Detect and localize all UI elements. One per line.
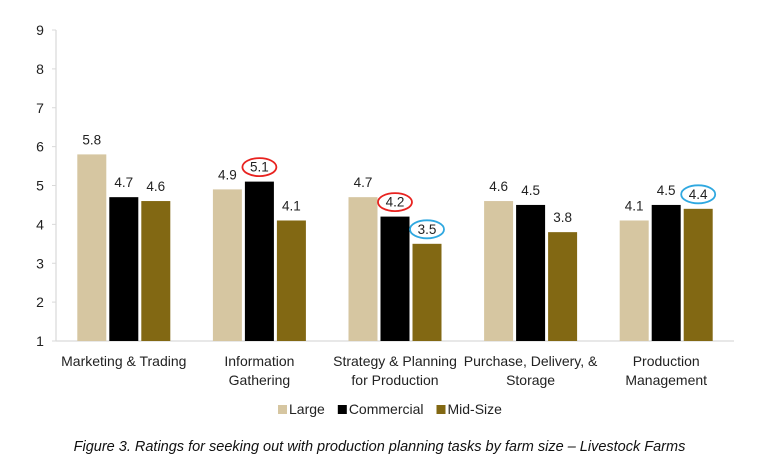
bar-mid-size	[276, 220, 306, 341]
bar-mid-size	[683, 208, 713, 341]
bar-large	[77, 154, 107, 341]
y-tick-label: 7	[36, 100, 44, 116]
bar-large	[212, 189, 242, 341]
highlight-circle	[680, 184, 717, 205]
data-label: 4.6	[146, 179, 165, 194]
category-label: Marketing & Trading	[61, 353, 186, 369]
data-label: 3.8	[553, 210, 572, 225]
category-label: Storage	[506, 372, 555, 388]
legend-swatch-commercial	[337, 405, 347, 414]
legend-label: Commercial	[349, 401, 424, 417]
y-tick-label: 5	[36, 178, 44, 194]
highlight-circle	[409, 219, 445, 240]
legend-swatch-large	[278, 405, 287, 414]
category-label: Purchase, Delivery, &	[464, 353, 598, 369]
bar-commercial	[651, 204, 681, 341]
bar-large	[348, 197, 378, 341]
y-tick-label: 4	[36, 216, 44, 232]
bar-commercial	[109, 197, 139, 341]
data-label: 4.1	[625, 198, 644, 213]
legend-label: Large	[289, 401, 325, 417]
y-tick-label: 9	[36, 22, 44, 38]
bar-commercial	[244, 181, 274, 341]
legend-swatch-mid-size	[436, 405, 446, 414]
data-label: 4.5	[657, 183, 676, 198]
bar-mid-size	[412, 243, 442, 341]
bar-large	[619, 220, 649, 341]
y-tick-label: 3	[36, 255, 44, 271]
bar-commercial	[380, 216, 410, 341]
category-label: Gathering	[229, 372, 290, 388]
category-label: Production	[633, 353, 700, 369]
y-tick-label: 2	[36, 294, 44, 310]
data-label: 4.4	[689, 187, 708, 202]
data-label: 4.7	[114, 175, 133, 190]
y-tick-label: 8	[36, 61, 44, 77]
bar-mid-size	[141, 201, 171, 341]
y-tick-label: 1	[36, 333, 44, 349]
data-label: 4.6	[489, 179, 508, 194]
category-label: for Production	[351, 372, 438, 388]
data-label: 4.2	[386, 195, 405, 210]
data-label: 4.9	[218, 167, 237, 182]
bar-mid-size	[548, 232, 578, 341]
data-label: 4.1	[282, 198, 301, 213]
category-label: Management	[625, 372, 707, 388]
data-label: 4.5	[521, 183, 540, 198]
bar-commercial	[516, 204, 546, 341]
legend-label: Mid-Size	[448, 401, 503, 417]
category-label: Information	[224, 353, 294, 369]
highlight-circle	[377, 192, 413, 213]
y-tick-label: 6	[36, 139, 44, 155]
bar-large	[484, 201, 514, 341]
bar-chart: 1 2 3 4 5 6 7 8 9 5.8 4.7 4.6 Marketing & Trading 4.9…	[36, 22, 734, 417]
data-label: 5.1	[250, 160, 269, 175]
figure-caption: Figure 3. Ratings for seeking out with p…	[73, 439, 686, 455]
data-label: 4.7	[354, 175, 373, 190]
category-label: Strategy & Planning	[333, 353, 457, 369]
data-label: 5.8	[82, 132, 101, 147]
data-label: 3.5	[418, 222, 437, 237]
highlight-circle	[241, 157, 278, 178]
